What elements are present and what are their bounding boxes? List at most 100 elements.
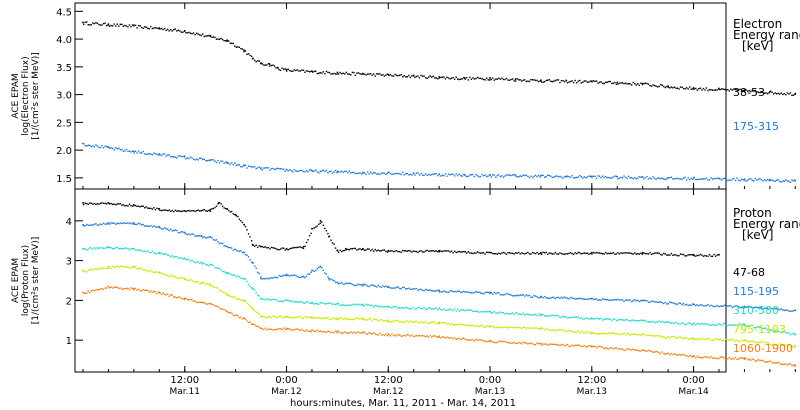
- data-point: [388, 321, 390, 323]
- data-point: [127, 222, 129, 224]
- data-point: [327, 276, 329, 278]
- data-point: [371, 332, 373, 335]
- data-point: [344, 317, 346, 320]
- data-point: [791, 346, 793, 348]
- data-point: [363, 283, 366, 286]
- data-point: [180, 257, 183, 260]
- data-point: [168, 154, 170, 156]
- data-point: [165, 274, 167, 276]
- data-point: [522, 294, 525, 296]
- data-point: [579, 344, 581, 347]
- data-point: [191, 299, 193, 301]
- data-point: [272, 167, 274, 170]
- data-point: [162, 273, 164, 275]
- data-point: [754, 306, 757, 308]
- data-point: [461, 323, 463, 326]
- data-point: [658, 177, 660, 179]
- data-point: [321, 72, 323, 74]
- data-point: [629, 177, 631, 179]
- data-point: [141, 152, 143, 154]
- data-point: [663, 321, 665, 324]
- data-point: [427, 336, 430, 338]
- data-point: [272, 277, 274, 279]
- data-point: [347, 304, 349, 306]
- data-point: [356, 72, 358, 74]
- data-point: [261, 169, 263, 171]
- data-point: [768, 342, 770, 344]
- data-point: [96, 224, 99, 226]
- data-point: [365, 303, 367, 306]
- data-point: [104, 145, 106, 147]
- data-point: [737, 179, 740, 181]
- data-point: [589, 298, 592, 300]
- data-point: [460, 78, 462, 80]
- data-point: [569, 80, 572, 83]
- data-point: [588, 175, 590, 177]
- data-point: [701, 178, 703, 180]
- data-point: [501, 294, 503, 296]
- data-point: [214, 160, 216, 162]
- data-point: [650, 85, 653, 87]
- data-point: [725, 304, 728, 307]
- data-point: [618, 299, 621, 301]
- data-point: [605, 251, 607, 254]
- data-point: [438, 321, 441, 324]
- data-point: [365, 74, 367, 76]
- data-point: [147, 225, 149, 228]
- data-point: [179, 256, 181, 259]
- data-point: [426, 322, 428, 325]
- data-point: [786, 92, 789, 94]
- data-point: [423, 251, 425, 253]
- data-point: [156, 207, 158, 210]
- data-point: [354, 172, 357, 175]
- data-point: [444, 290, 447, 293]
- data-point: [132, 265, 135, 268]
- data-point: [594, 332, 596, 334]
- data-point: [653, 84, 656, 87]
- data-point: [511, 174, 514, 176]
- data-point: [356, 249, 358, 251]
- data-point: [173, 229, 175, 232]
- data-point: [223, 245, 225, 247]
- data-point: [505, 292, 508, 295]
- data-point: [142, 150, 144, 153]
- data-point: [547, 253, 549, 255]
- data-point: [582, 81, 584, 83]
- data-point: [255, 267, 257, 270]
- data-point: [115, 204, 117, 206]
- data-point: [559, 328, 561, 331]
- data-point: [617, 178, 619, 180]
- data-point: [318, 223, 320, 226]
- data-point: [426, 335, 428, 337]
- data-point: [351, 71, 354, 74]
- data-point: [408, 307, 410, 310]
- data-point: [438, 291, 441, 293]
- data-point: [606, 81, 608, 83]
- data-point: [246, 254, 248, 257]
- data-point: [374, 304, 376, 307]
- data-point: [270, 317, 273, 319]
- data-point: [275, 316, 277, 319]
- data-point: [617, 83, 619, 85]
- xtick-label-date: Mar.13: [577, 387, 607, 397]
- data-point: [434, 335, 436, 337]
- data-point: [553, 80, 555, 82]
- data-point: [548, 315, 550, 317]
- data-point: [229, 273, 231, 275]
- data-point: [98, 247, 100, 250]
- data-point: [174, 255, 176, 258]
- data-point: [333, 303, 335, 305]
- data-point: [398, 307, 401, 309]
- data-point: [530, 253, 532, 255]
- data-point: [731, 306, 734, 309]
- data-point: [705, 304, 708, 307]
- data-point: [521, 327, 523, 329]
- data-point: [220, 37, 222, 40]
- data-point: [150, 153, 152, 155]
- data-point: [597, 299, 599, 302]
- data-point: [693, 254, 695, 257]
- data-point: [361, 317, 364, 320]
- data-point: [168, 30, 170, 32]
- data-point: [414, 321, 416, 323]
- data-point: [402, 249, 404, 252]
